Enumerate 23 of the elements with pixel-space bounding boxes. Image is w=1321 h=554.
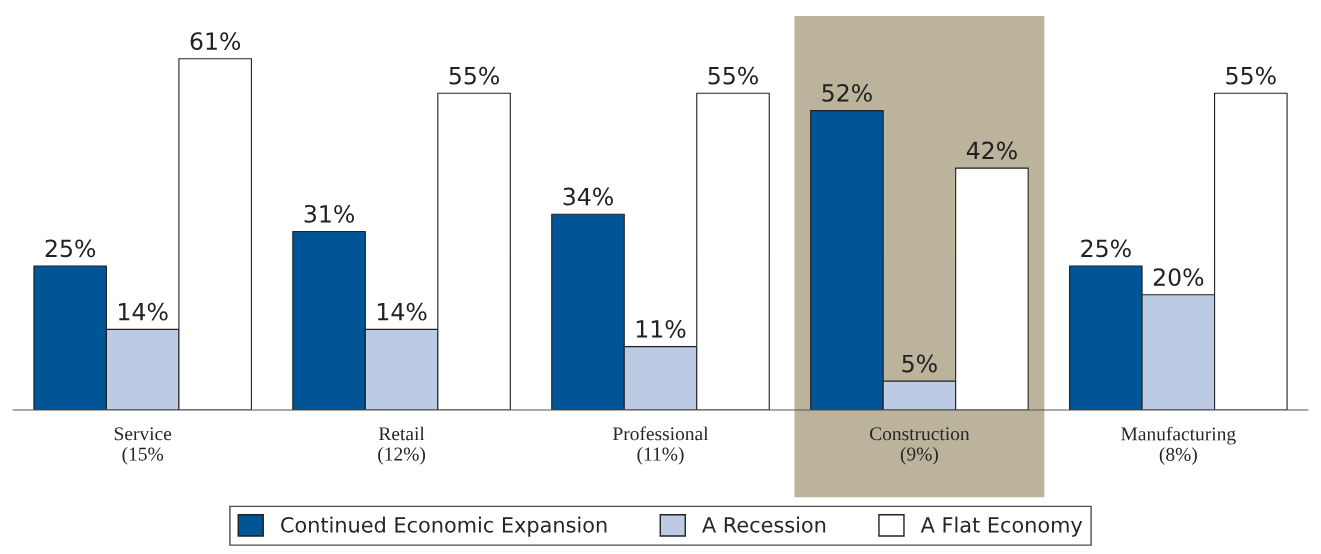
data-label: 61% [190, 32, 241, 51]
data-label: 5% [902, 354, 937, 373]
legend-label: A Recession [702, 516, 826, 533]
x-tick-label: Service (15% [114, 427, 172, 465]
data-label: 14% [119, 302, 168, 321]
data-label: 14% [377, 302, 427, 321]
x-tick-label: Retail (12%) [378, 426, 426, 465]
data-label: 55% [449, 66, 500, 85]
x-tick-label: Construction (9%) [869, 427, 970, 465]
data-label: 55% [708, 66, 758, 85]
data-label: 42% [966, 141, 1017, 160]
legend-label: Continued Economic Expansion [281, 516, 607, 537]
data-label: 31% [304, 204, 355, 223]
x-tick-label: Professional (11%) [612, 426, 709, 465]
data-label: 11% [636, 320, 686, 338]
legend-label: A Flat Economy [920, 516, 1083, 537]
data-label: 20% [1153, 268, 1204, 287]
x-tick-label: Manufacturing (8%) [1121, 426, 1236, 465]
data-label: 25% [1081, 239, 1131, 258]
data-label: 52% [822, 83, 872, 102]
data-label: 55% [1226, 66, 1276, 85]
data-label: 25% [45, 239, 96, 258]
data-label: 34% [563, 187, 613, 206]
